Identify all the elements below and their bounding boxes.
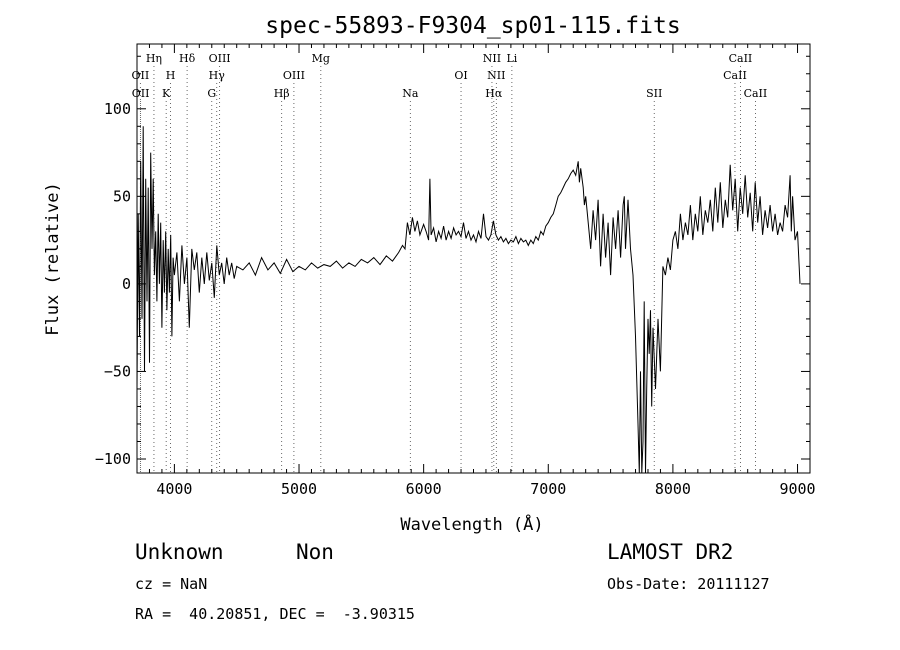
x-axis-label: Wavelength (Å) — [400, 513, 543, 535]
x-tick-label: 9000 — [779, 480, 815, 498]
y-tick-label: 50 — [113, 187, 131, 205]
y-tick-label: −50 — [104, 362, 131, 380]
spectral-line-label: NII — [487, 69, 505, 82]
x-tick-label: 4000 — [156, 480, 192, 498]
spectral-line-label: CaII — [729, 52, 753, 65]
x-axis-ticks: 4000 5000 6000 7000 8000 9000 — [148, 44, 816, 498]
spectral-line-label: Hα — [485, 87, 503, 100]
spectrum-chart: spec-55893-F9304_sp01-115.fits OII OII Hη H… — [43, 13, 816, 535]
x-tick-label: 8000 — [655, 480, 691, 498]
spectral-line-label: Mg — [312, 52, 330, 65]
chart-title: spec-55893-F9304_sp01-115.fits — [265, 13, 680, 39]
y-tick-label: 100 — [104, 100, 131, 118]
y-axis-label: Flux (relative) — [43, 182, 63, 336]
spectral-line-label: K — [162, 87, 171, 100]
survey-name: LAMOST DR2 — [607, 540, 734, 564]
spectral-line-label: Hδ — [179, 52, 196, 65]
spectral-line-label: Na — [402, 87, 419, 100]
spectral-line-label: OII — [132, 87, 150, 100]
spectral-line-markers: OII OII Hη HK Hδ OIII Hγ G OIII Hβ Mg Na OI NII NII Hα L… — [132, 52, 768, 473]
spectral-line-label: OII — [132, 69, 150, 82]
plot-frame — [136, 43, 811, 474]
object-class: Unknown — [135, 540, 224, 564]
spectral-line-label: CaII — [744, 87, 768, 100]
spectral-line-label: OIII — [283, 69, 305, 82]
spectral-line-label: SII — [646, 87, 662, 100]
spectral-line-label: Hη — [146, 52, 162, 65]
redshift-readout: cz = NaN — [135, 575, 208, 593]
object-subclass: Non — [296, 540, 334, 564]
x-tick-label: 6000 — [406, 480, 442, 498]
spectral-line-label: NII — [483, 52, 501, 65]
spectral-line-label: OIII — [209, 52, 231, 65]
spectral-line-label: Hβ — [274, 87, 290, 100]
spectral-line-label: OI — [454, 69, 467, 82]
spectral-line-label: CaII — [723, 69, 747, 82]
spectral-line-label: H — [166, 69, 176, 82]
x-tick-label: 5000 — [281, 480, 317, 498]
x-tick-label: 7000 — [530, 480, 566, 498]
y-tick-label: −100 — [95, 450, 131, 468]
coordinates-readout: RA = 40.20851, DEC = -3.90315 — [135, 605, 415, 623]
y-tick-label: 0 — [122, 275, 131, 293]
spectral-line-label: G — [207, 87, 216, 100]
spectral-line-label: Li — [506, 52, 517, 65]
spectral-line-label: Hγ — [209, 69, 226, 82]
flux-series-line — [136, 126, 801, 474]
observation-date: Obs-Date: 20111127 — [607, 575, 770, 593]
